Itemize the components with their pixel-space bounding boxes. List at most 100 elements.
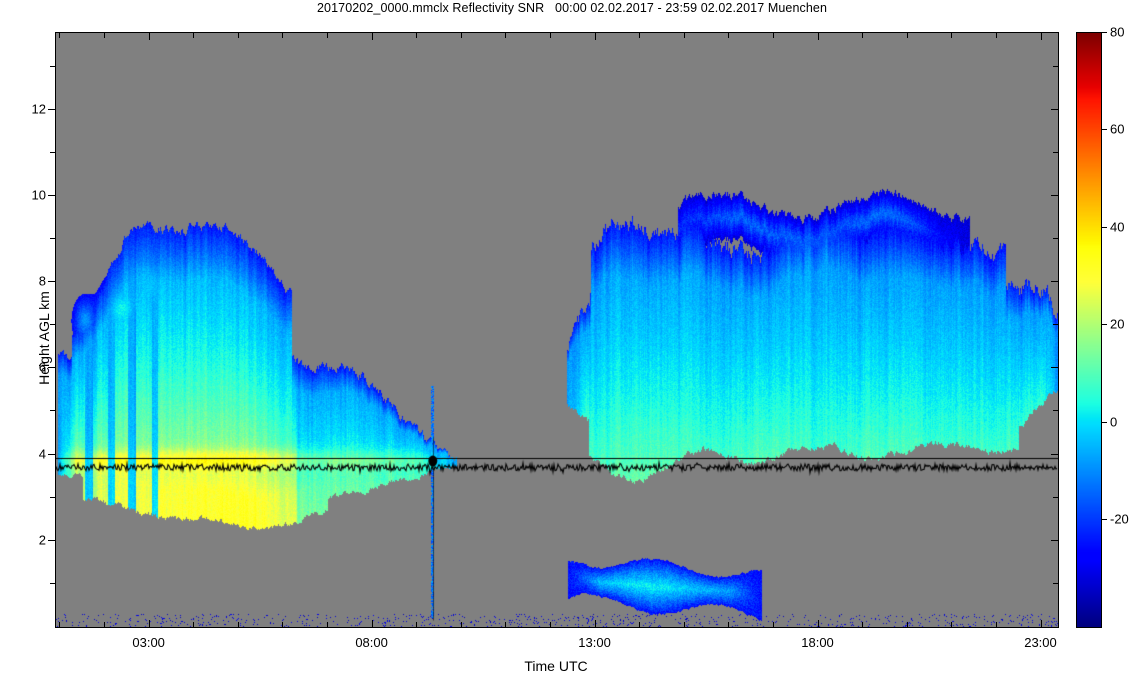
y-tick-label: 6 [38,359,46,375]
x-tick-minor [327,622,328,627]
y-tick-minor-right [1053,152,1058,153]
x-tick-minor-top [728,33,729,38]
x-tick-label: 03:00 [132,635,165,650]
x-tick-minor-top [104,33,105,38]
y-tick-major [48,195,55,196]
y-tick-label: 10 [31,187,46,203]
figure-title: 20170202_0000.mmclx Reflectivity SNR 00:… [316,1,828,15]
x-tick-minor [907,622,908,627]
x-tick-minor [505,622,506,627]
x-tick-minor [461,622,462,627]
y-tick-major [48,454,55,455]
x-tick-minor [684,622,685,627]
colorbar-tick-label: -20 [1110,511,1129,527]
y-tick-label: 4 [38,446,46,462]
y-tick-minor-right [1053,324,1058,325]
colorbar-tick-label: 60 [1110,121,1125,137]
colorbar-tick [1101,227,1107,228]
y-tick-major-right [1051,109,1058,110]
x-tick-minor [951,622,952,627]
plot-area [55,32,1059,628]
y-tick-major-right [1051,195,1058,196]
colorbar-tick-label: 80 [1110,24,1125,40]
colorbar-tick-label: 0 [1110,414,1118,429]
y-tick-minor [50,410,55,411]
y-tick-minor-right [1053,238,1058,239]
x-tick-major-top [818,33,819,40]
x-tick-major-top [149,33,150,40]
y-axis-title: Height AGL km [36,291,52,385]
y-tick-label: 8 [38,273,46,289]
x-tick-minor-top [193,33,194,38]
x-tick-major [818,620,819,627]
x-tick-minor-top [996,33,997,38]
x-tick-minor [416,622,417,627]
x-axis-title: Time UTC [524,658,588,674]
x-tick-major-top [1041,33,1042,40]
x-tick-label: 13:00 [578,635,611,650]
colorbar [1076,32,1102,628]
x-tick-label: 18:00 [801,635,834,650]
x-tick-minor-top [639,33,640,38]
x-tick-minor [238,622,239,627]
x-tick-minor-top [773,33,774,38]
x-tick-label: 23:00 [1024,635,1057,650]
x-tick-minor [193,622,194,627]
x-tick-minor-top [282,33,283,38]
x-tick-minor [773,622,774,627]
radar-heatmap-canvas [56,33,1058,627]
y-tick-label: 12 [31,101,46,117]
y-tick-major-right [1051,454,1058,455]
y-tick-minor [50,324,55,325]
x-tick-minor [282,622,283,627]
colorbar-tick [1101,324,1107,325]
y-tick-major-right [1051,281,1058,282]
x-tick-minor-top [862,33,863,38]
x-tick-minor-top [684,33,685,38]
x-tick-major [372,620,373,627]
y-tick-minor-right [1053,66,1058,67]
y-tick-minor [50,66,55,67]
colorbar-tick [1101,519,1107,520]
x-tick-minor [639,622,640,627]
y-tick-minor [50,152,55,153]
x-tick-minor-top [238,33,239,38]
x-tick-minor [728,622,729,627]
y-tick-major [48,281,55,282]
x-tick-minor-top [550,33,551,38]
x-tick-minor [996,622,997,627]
y-tick-minor-right [1053,583,1058,584]
y-tick-minor [50,497,55,498]
x-tick-major [149,620,150,627]
y-tick-minor-right [1053,410,1058,411]
y-tick-major [48,109,55,110]
x-tick-minor-top [327,33,328,38]
y-tick-minor-right [1053,497,1058,498]
x-tick-major [1041,620,1042,627]
x-tick-minor-top [416,33,417,38]
y-tick-minor [50,583,55,584]
y-tick-minor [50,238,55,239]
y-tick-major [48,540,55,541]
y-tick-major [48,367,55,368]
colorbar-tick-label: 20 [1110,316,1125,332]
x-tick-minor-top [461,33,462,38]
y-tick-label: 2 [38,532,46,548]
x-tick-minor-top [505,33,506,38]
x-tick-minor-top [59,33,60,38]
x-tick-minor [104,622,105,627]
x-tick-minor [59,622,60,627]
x-tick-label: 08:00 [355,635,388,650]
colorbar-tick [1101,32,1107,33]
x-tick-minor-top [907,33,908,38]
y-tick-major-right [1051,367,1058,368]
x-tick-minor [550,622,551,627]
x-tick-minor [862,622,863,627]
y-tick-major-right [1051,540,1058,541]
x-tick-major-top [595,33,596,40]
colorbar-tick [1101,422,1107,423]
x-tick-major [595,620,596,627]
colorbar-gradient [1077,33,1101,627]
x-tick-major-top [372,33,373,40]
